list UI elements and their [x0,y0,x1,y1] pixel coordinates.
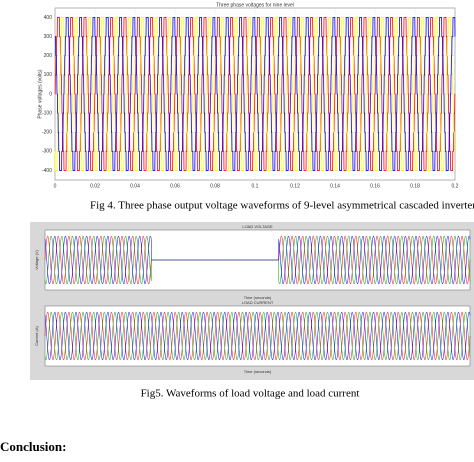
caption: Fig5. Waveforms of load voltage and load… [141,388,360,400]
y-label: Voltage (V) [34,249,39,269]
waveform [54,17,455,171]
caption: Fig 4. Three phase output voltage wavefo… [90,200,474,212]
waveform [54,17,456,171]
y-tick-label: -100 [42,110,52,116]
y-tick-label: 400 [44,15,53,21]
waveform [44,311,471,361]
heading: Conclusion: [0,439,66,454]
y-tick-label: -400 [42,168,52,174]
waveform [55,17,456,171]
x-tick-label: 0.2 [452,183,459,189]
chart-title: Three phase voltages for nine level [216,2,294,8]
x-tick-label: 0.08 [210,183,220,189]
waveform [44,311,471,361]
y-tick-label: 300 [44,34,53,40]
y-tick-label: -300 [42,149,52,155]
y-label: Phase voltages (volts) [37,69,43,119]
x-tick-label: 0.02 [90,183,100,189]
y-tick-label: 200 [44,53,53,59]
waveform [44,311,471,361]
x-tick-label: 0.18 [410,183,420,189]
x-tick-label: 0.04 [130,183,140,189]
x-label: Time (seconds) [244,295,272,300]
x-tick-label: 0.14 [330,183,340,189]
x-tick-label: 0.16 [370,183,380,189]
y-label: Current (A) [34,325,39,345]
x-tick-label: 0.1 [252,183,259,189]
y-tick-label: -200 [42,130,52,136]
x-label: Time (seconds) [244,369,272,374]
y-tick-label: 100 [44,72,53,78]
chart-title: LOAD CURRENT [242,300,274,305]
x-tick-label: 0.12 [290,183,300,189]
waveform [44,235,471,285]
chart-title: LOAD VOLTAGE [242,224,273,229]
x-tick-label: 0.06 [170,183,180,189]
x-tick-label: 0 [54,183,57,189]
y-tick-label: 0 [49,91,52,97]
